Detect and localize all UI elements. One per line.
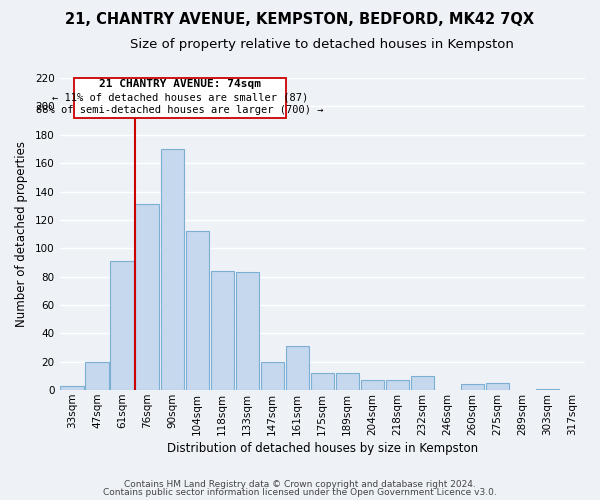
Bar bbox=[260, 362, 284, 390]
Text: 21 CHANTRY AVENUE: 74sqm: 21 CHANTRY AVENUE: 74sqm bbox=[99, 80, 261, 90]
Bar bbox=[286, 346, 309, 390]
Bar bbox=[411, 376, 434, 390]
Bar bbox=[110, 261, 134, 390]
Text: 21, CHANTRY AVENUE, KEMPSTON, BEDFORD, MK42 7QX: 21, CHANTRY AVENUE, KEMPSTON, BEDFORD, M… bbox=[65, 12, 535, 28]
Title: Size of property relative to detached houses in Kempston: Size of property relative to detached ho… bbox=[130, 38, 514, 51]
Text: Contains HM Land Registry data © Crown copyright and database right 2024.: Contains HM Land Registry data © Crown c… bbox=[124, 480, 476, 489]
Bar bbox=[211, 271, 234, 390]
Text: ← 11% of detached houses are smaller (87): ← 11% of detached houses are smaller (87… bbox=[52, 92, 308, 102]
Bar bbox=[236, 272, 259, 390]
X-axis label: Distribution of detached houses by size in Kempston: Distribution of detached houses by size … bbox=[167, 442, 478, 455]
Bar bbox=[161, 149, 184, 390]
Y-axis label: Number of detached properties: Number of detached properties bbox=[15, 141, 28, 327]
Text: 88% of semi-detached houses are larger (700) →: 88% of semi-detached houses are larger (… bbox=[36, 104, 324, 115]
Bar bbox=[536, 388, 559, 390]
Bar bbox=[335, 373, 359, 390]
Bar bbox=[361, 380, 384, 390]
Bar bbox=[486, 383, 509, 390]
Bar bbox=[386, 380, 409, 390]
Bar bbox=[136, 204, 159, 390]
Bar bbox=[461, 384, 484, 390]
Bar bbox=[185, 232, 209, 390]
Text: Contains public sector information licensed under the Open Government Licence v3: Contains public sector information licen… bbox=[103, 488, 497, 497]
Bar bbox=[311, 373, 334, 390]
Bar bbox=[61, 386, 84, 390]
Bar bbox=[85, 362, 109, 390]
FancyBboxPatch shape bbox=[74, 78, 286, 118]
